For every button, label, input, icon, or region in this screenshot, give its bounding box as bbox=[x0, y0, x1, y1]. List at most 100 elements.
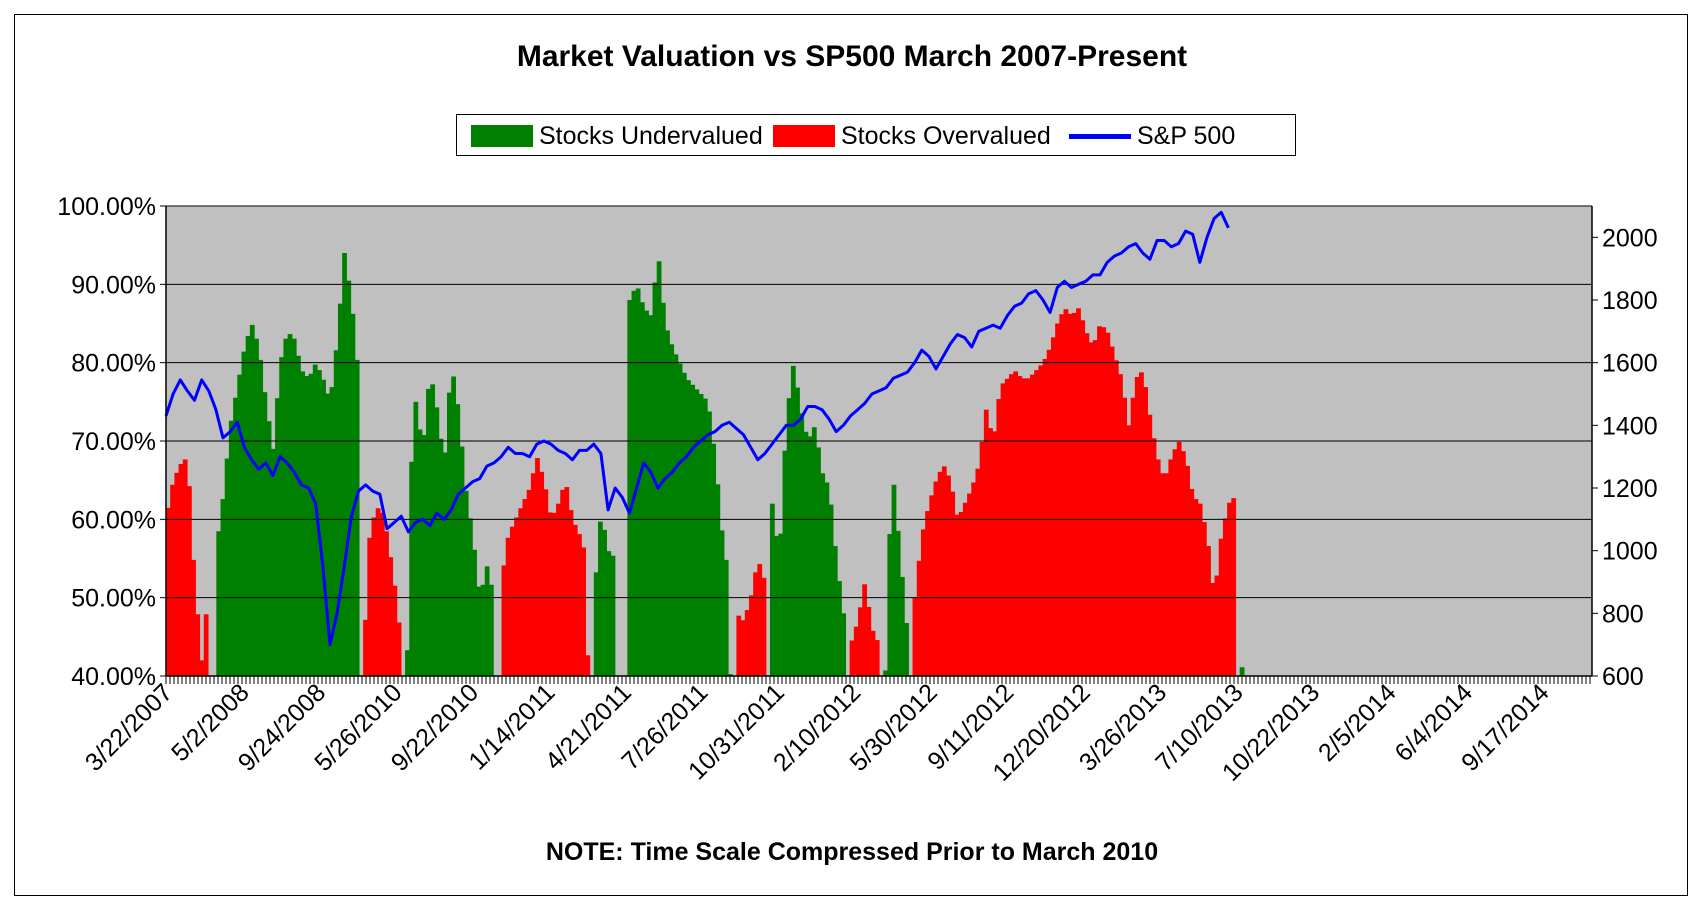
overvalued-bar bbox=[1118, 374, 1123, 676]
overvalued-bar bbox=[547, 512, 553, 676]
undervalued-bar bbox=[279, 357, 285, 676]
undervalued-bar bbox=[665, 330, 670, 676]
undervalued-bar bbox=[447, 392, 452, 676]
overvalued-bar bbox=[539, 471, 545, 676]
undervalued-bar bbox=[308, 373, 314, 676]
overvalued-bar bbox=[560, 489, 566, 676]
overvalued-bar bbox=[530, 473, 536, 676]
undervalued-bar bbox=[656, 261, 662, 676]
undervalued-bar bbox=[342, 253, 347, 676]
overvalued-bar bbox=[371, 517, 377, 676]
overvalued-bar bbox=[1218, 538, 1224, 676]
overvalued-bar bbox=[761, 577, 767, 676]
overvalued-bar bbox=[1210, 582, 1216, 676]
undervalued-bar bbox=[711, 443, 717, 676]
overvalued-bar bbox=[564, 487, 570, 676]
overvalued-bar bbox=[1139, 372, 1144, 676]
overvalued-bar bbox=[1130, 397, 1136, 676]
overvalued-bar bbox=[505, 537, 511, 676]
overvalued-bar bbox=[744, 610, 750, 676]
y-left-tick-label: 90.00% bbox=[71, 271, 156, 299]
overvalued-bar bbox=[581, 547, 587, 676]
y-right-tick-label: 1000 bbox=[1602, 538, 1658, 566]
overvalued-bar bbox=[375, 508, 381, 676]
y-right-tick-label: 2000 bbox=[1602, 224, 1658, 252]
overvalued-bar bbox=[170, 484, 175, 676]
y-right-tick-label: 1200 bbox=[1602, 475, 1658, 503]
undervalued-bar bbox=[262, 392, 268, 676]
overvalued-bar bbox=[1206, 546, 1211, 676]
y-left-tick-label: 60.00% bbox=[71, 506, 156, 534]
overvalued-bar bbox=[1000, 383, 1006, 676]
undervalued-bar bbox=[283, 338, 289, 676]
overvalued-bar bbox=[1214, 575, 1220, 676]
overvalued-bar bbox=[1147, 414, 1153, 676]
undervalued-bar bbox=[702, 398, 708, 676]
overvalued-bar bbox=[195, 614, 201, 676]
undervalued-bar bbox=[220, 499, 226, 676]
undervalued-bar bbox=[841, 613, 847, 676]
y-left-tick-label: 50.00% bbox=[71, 585, 156, 613]
undervalued-bar bbox=[790, 365, 796, 676]
overvalued-bar bbox=[1076, 308, 1081, 676]
overvalued-bar bbox=[535, 458, 540, 676]
overvalued-bar bbox=[1168, 459, 1174, 676]
undervalued-bar bbox=[291, 338, 297, 676]
undervalued-bar bbox=[463, 490, 469, 676]
undervalued-bar bbox=[426, 388, 431, 676]
undervalued-bar bbox=[333, 350, 339, 676]
undervalued-bar bbox=[795, 387, 800, 676]
overvalued-bar bbox=[1189, 488, 1195, 676]
overvalued-bar bbox=[363, 619, 368, 676]
undervalued-bar bbox=[807, 436, 813, 676]
overvalued-bar bbox=[203, 614, 209, 676]
y-right-tick-label: 1400 bbox=[1602, 412, 1658, 440]
overvalued-bar bbox=[996, 399, 1002, 676]
undervalued-bar bbox=[287, 334, 293, 676]
undervalued-bar bbox=[723, 559, 729, 676]
undervalued-bar bbox=[472, 549, 477, 676]
legend-swatch-overvalued bbox=[773, 125, 835, 147]
x-tick-label: 3/22/2007 bbox=[80, 678, 178, 776]
overvalued-bar bbox=[568, 510, 574, 676]
y-right-tick-label: 600 bbox=[1602, 663, 1644, 691]
overvalued-bar bbox=[186, 486, 192, 676]
undervalued-bar bbox=[719, 530, 725, 676]
undervalued-bar bbox=[715, 484, 721, 676]
overvalued-bar bbox=[518, 508, 524, 676]
overvalued-bar bbox=[1084, 333, 1090, 676]
undervalued-bar bbox=[631, 290, 637, 676]
overvalued-bar bbox=[1092, 340, 1098, 676]
overvalued-bar bbox=[1055, 323, 1060, 676]
undervalued-bar bbox=[480, 584, 486, 676]
overvalued-bar bbox=[1021, 378, 1027, 676]
undervalued-bar bbox=[241, 351, 247, 676]
undervalued-bar bbox=[430, 384, 436, 676]
undervalued-bar bbox=[686, 380, 691, 676]
overvalued-bar bbox=[388, 557, 394, 676]
overvalued-bar bbox=[971, 482, 977, 676]
undervalued-bar bbox=[350, 313, 356, 676]
overvalued-bar bbox=[1009, 374, 1014, 676]
overvalued-bar bbox=[849, 640, 855, 676]
undervalued-bar bbox=[602, 529, 607, 676]
overvalued-bar bbox=[1034, 370, 1039, 676]
undervalued-bar bbox=[799, 413, 805, 676]
legend-swatch-sp500 bbox=[1069, 133, 1131, 139]
undervalued-bar bbox=[296, 355, 301, 676]
undervalued-bar bbox=[409, 461, 415, 676]
undervalued-bar bbox=[484, 566, 490, 676]
undervalued-bar bbox=[778, 533, 784, 676]
overvalued-bar bbox=[585, 655, 591, 676]
overvalued-bar bbox=[1172, 449, 1178, 676]
undervalued-bar bbox=[828, 504, 834, 676]
overvalued-bar bbox=[988, 428, 993, 676]
undervalued-bar bbox=[258, 359, 264, 676]
undervalued-bar bbox=[639, 302, 645, 676]
overvalued-bar bbox=[1088, 342, 1094, 676]
overvalued-bar bbox=[1176, 441, 1182, 676]
undervalued-bar bbox=[816, 447, 821, 676]
undervalued-bar bbox=[346, 280, 352, 676]
undervalued-bar bbox=[610, 555, 616, 676]
legend-label-overvalued: Stocks Overvalued bbox=[841, 121, 1051, 150]
